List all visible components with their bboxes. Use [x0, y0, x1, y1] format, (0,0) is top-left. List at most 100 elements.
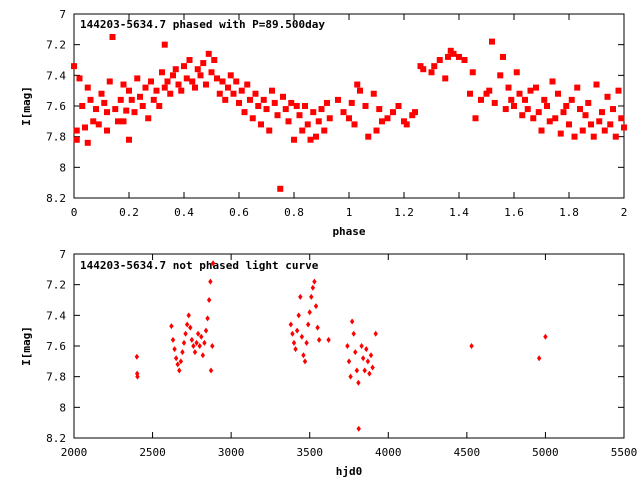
data-point — [291, 136, 297, 143]
y-tick-label: 7.6 — [46, 100, 66, 113]
data-point — [588, 121, 594, 128]
data-point — [87, 96, 94, 103]
data-point — [210, 343, 215, 349]
data-point — [403, 121, 410, 128]
data-point — [126, 136, 132, 143]
data-point — [222, 96, 229, 103]
data-point — [188, 324, 193, 331]
data-point — [469, 343, 474, 349]
data-point — [210, 260, 216, 267]
data-point — [304, 339, 309, 346]
data-point — [467, 90, 473, 97]
data-point — [236, 99, 242, 106]
y-tick-label: 7.4 — [46, 69, 66, 82]
data-point — [252, 90, 259, 97]
data-point — [582, 112, 589, 119]
data-point — [307, 136, 314, 143]
data-point — [288, 321, 294, 328]
data-point — [373, 330, 378, 337]
data-point — [309, 293, 314, 300]
data-point — [238, 87, 245, 94]
x-tick-label: 0.8 — [284, 206, 304, 219]
data-point — [98, 90, 105, 97]
x-tick-label: 4500 — [454, 446, 481, 459]
data-point — [175, 81, 182, 88]
data-point — [373, 127, 380, 134]
data-point — [412, 109, 418, 116]
data-point — [519, 112, 526, 119]
data-point — [120, 118, 127, 125]
data-point — [571, 133, 578, 140]
data-point — [409, 112, 416, 119]
data-point — [500, 53, 506, 60]
data-point — [178, 358, 184, 365]
data-point — [177, 367, 182, 374]
data-point — [178, 87, 185, 94]
data-point — [353, 349, 358, 356]
x-tick-label: 1 — [346, 206, 353, 219]
data-point — [310, 284, 316, 291]
y-tick-label: 7 — [59, 248, 66, 261]
data-point — [524, 106, 531, 113]
data-point — [348, 99, 355, 106]
data-point — [497, 72, 504, 79]
data-point — [527, 87, 534, 94]
data-point — [186, 57, 193, 63]
data-point — [549, 78, 556, 85]
data-point — [139, 103, 146, 109]
data-point — [123, 107, 130, 114]
data-point — [384, 115, 391, 122]
data-point — [417, 63, 424, 70]
data-point — [211, 57, 218, 63]
data-point — [183, 330, 188, 337]
data-point — [167, 90, 174, 97]
data-point — [148, 78, 154, 85]
y-tick-label: 7.8 — [46, 371, 66, 384]
data-point — [574, 84, 581, 91]
data-point — [128, 96, 135, 103]
data-point — [244, 81, 251, 88]
data-point — [447, 47, 454, 54]
data-point — [298, 293, 303, 300]
data-point — [106, 78, 113, 85]
data-point — [469, 69, 476, 76]
data-point — [219, 78, 226, 85]
data-point — [271, 99, 278, 106]
data-point — [304, 121, 311, 128]
data-point — [145, 115, 152, 122]
data-point — [486, 87, 493, 94]
y-axis-label: I[mag] — [20, 86, 33, 126]
y-tick-label: 8.2 — [46, 192, 66, 205]
data-point — [346, 115, 352, 122]
data-point — [478, 96, 484, 103]
data-point — [312, 278, 317, 285]
data-point — [345, 343, 350, 349]
data-point — [346, 358, 352, 365]
data-point — [522, 96, 528, 103]
data-point — [538, 127, 545, 134]
data-point — [120, 81, 127, 88]
data-point — [172, 346, 177, 353]
data-point — [73, 127, 80, 134]
data-point — [117, 96, 124, 103]
data-point — [95, 121, 102, 128]
y-axis-label: I[mag] — [20, 326, 33, 366]
data-point — [546, 118, 553, 125]
x-tick-label: 1.2 — [394, 206, 414, 219]
data-point — [137, 93, 143, 100]
data-point — [302, 103, 308, 109]
data-point — [357, 87, 363, 94]
data-point — [73, 136, 80, 143]
x-tick-label: 0.2 — [119, 206, 139, 219]
x-tick-label: 1.6 — [504, 206, 524, 219]
data-point — [420, 66, 427, 73]
data-point — [170, 72, 176, 79]
y-tick-label: 8 — [59, 161, 66, 174]
data-point — [189, 78, 196, 85]
y-tick-label: 7.6 — [46, 340, 66, 353]
data-point — [230, 90, 237, 97]
data-point — [579, 127, 586, 134]
data-point — [197, 343, 202, 349]
data-point — [502, 106, 509, 113]
data-point — [172, 66, 179, 73]
